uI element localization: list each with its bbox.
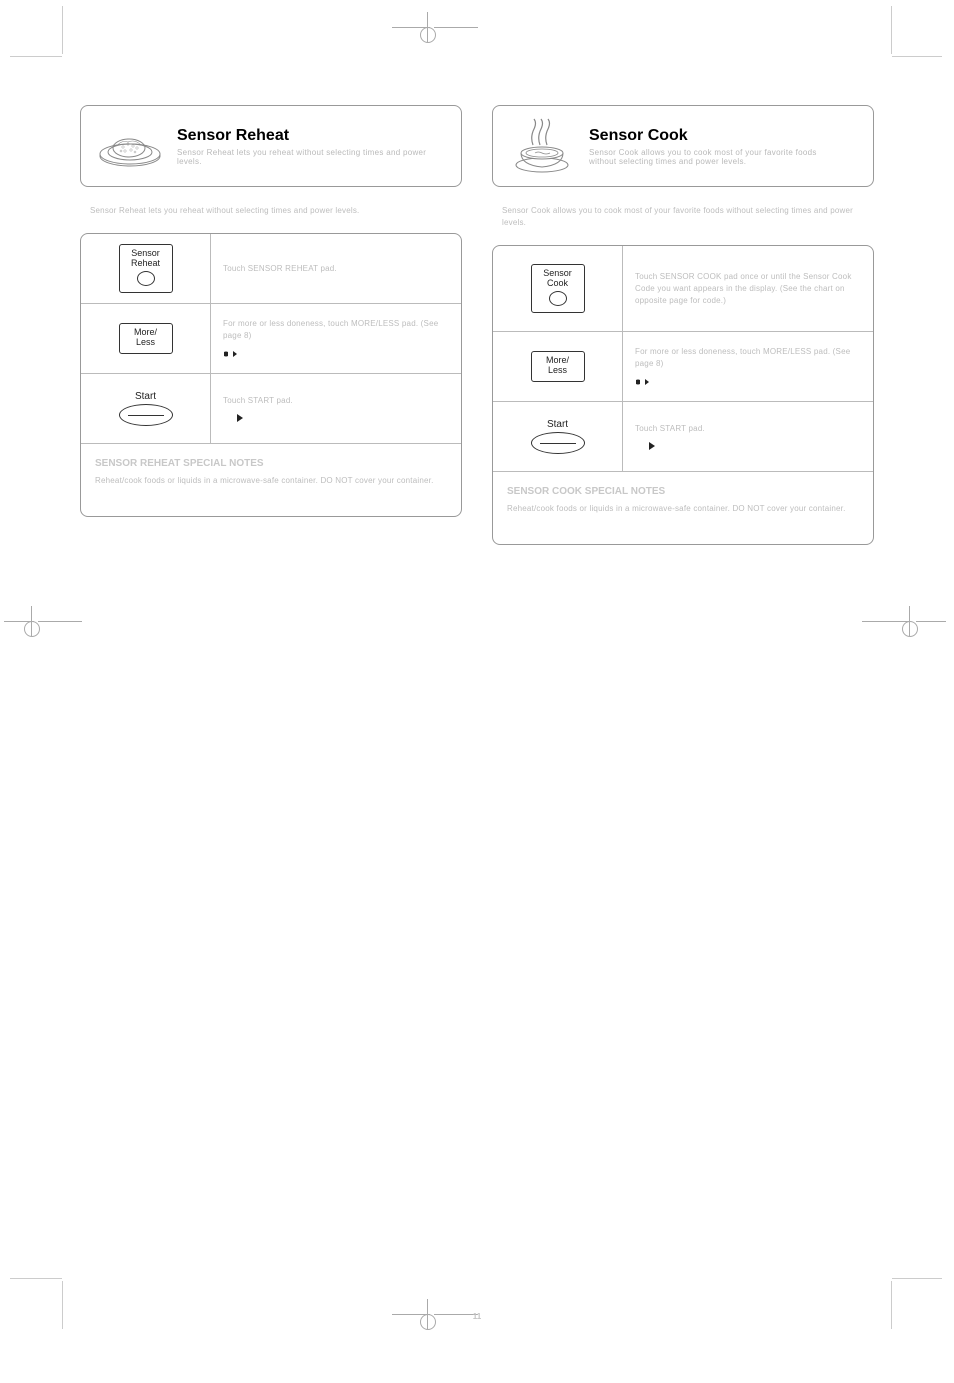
step-desc-cell: Touch SENSOR REHEAT pad. [211, 234, 461, 303]
button-label: Less [548, 366, 567, 376]
right-note: SENSOR COOK SPECIAL NOTES Reheat/cook fo… [493, 472, 873, 544]
right-steps: Sensor Cook Touch SENSOR COOK pad once o… [492, 245, 874, 545]
page-content: Sensor Reheat Sensor Reheat lets you reh… [0, 0, 954, 595]
right-subtitle: Sensor Cook allows you to cook most of y… [589, 148, 829, 166]
right-column: Sensor Cook Sensor Cook allows you to co… [492, 105, 874, 545]
left-intro: Sensor Reheat lets you reheat without se… [80, 205, 462, 217]
more-less-button-graphic: More/ Less [119, 323, 173, 355]
step-desc: Touch SENSOR REHEAT pad. [223, 263, 449, 275]
sensor-reheat-header: Sensor Reheat Sensor Reheat lets you reh… [80, 105, 462, 187]
start-oval-icon [531, 432, 585, 454]
left-subtitle: Sensor Reheat lets you reheat without se… [177, 148, 447, 166]
sensor-cook-button: Sensor Cook [493, 246, 623, 331]
left-column: Sensor Reheat Sensor Reheat lets you reh… [80, 105, 462, 545]
step-row: Start Touch START pad. [493, 402, 873, 472]
start-oval-icon [119, 404, 173, 426]
start-button-graphic: Start [531, 419, 585, 454]
plate-food-icon [95, 115, 165, 177]
step-row: Sensor Reheat Touch SENSOR REHEAT pad. [81, 234, 461, 304]
button-label: Start [547, 419, 568, 430]
right-title: Sensor Cook [589, 127, 829, 145]
button-label: Cook [547, 279, 568, 289]
step-desc: For more or less doneness, touch MORE/LE… [223, 318, 449, 342]
step-desc-cell: For more or less doneness, touch MORE/LE… [623, 332, 873, 401]
start-button: Start [493, 402, 623, 471]
sensor-reheat-button: Sensor Reheat [81, 234, 211, 303]
button-label: Reheat [131, 259, 160, 269]
more-less-button-graphic: More/ Less [531, 351, 585, 383]
more-less-button: More/ Less [81, 304, 211, 373]
button-circle-icon [137, 271, 155, 286]
button-label: Less [136, 338, 155, 348]
step-desc-cell: For more or less doneness, touch MORE/LE… [211, 304, 461, 373]
step-desc: Touch SENSOR COOK pad once or until the … [635, 271, 861, 307]
step-desc: Touch START pad. [635, 423, 861, 435]
note-title: SENSOR COOK SPECIAL NOTES [507, 486, 859, 497]
pointing-hand-icon [635, 376, 653, 388]
step-row: Start Touch START pad. [81, 374, 461, 444]
step-desc: For more or less doneness, touch MORE/LE… [635, 346, 861, 370]
left-note: SENSOR REHEAT SPECIAL NOTES Reheat/cook … [81, 444, 461, 516]
pointing-hand-icon [223, 348, 241, 360]
button-circle-icon [549, 291, 567, 306]
sensor-cook-header: Sensor Cook Sensor Cook allows you to co… [492, 105, 874, 187]
note-body: Reheat/cook foods or liquids in a microw… [507, 503, 859, 515]
header-text-wrap: Sensor Cook Sensor Cook allows you to co… [589, 127, 829, 166]
step-desc-cell: Touch SENSOR COOK pad once or until the … [623, 246, 873, 331]
sensor-reheat-button-graphic: Sensor Reheat [119, 244, 173, 293]
arrow-right-icon [635, 441, 655, 451]
left-title: Sensor Reheat [177, 127, 447, 145]
step-desc-cell: Touch START pad. [211, 374, 461, 443]
step-desc-cell: Touch START pad. [623, 402, 873, 471]
start-button: Start [81, 374, 211, 443]
page-number: 11 [0, 1312, 954, 1321]
button-label: Start [135, 391, 156, 402]
step-row: Sensor Cook Touch SENSOR COOK pad once o… [493, 246, 873, 332]
note-title: SENSOR REHEAT SPECIAL NOTES [95, 458, 447, 469]
left-steps: Sensor Reheat Touch SENSOR REHEAT pad. M… [80, 233, 462, 517]
step-desc: Touch START pad. [223, 395, 449, 407]
sensor-cook-button-graphic: Sensor Cook [531, 264, 585, 313]
step-row: More/ Less For more or less doneness, to… [493, 332, 873, 402]
arrow-right-icon [223, 413, 243, 423]
hot-bowl-icon [507, 115, 577, 177]
more-less-button: More/ Less [493, 332, 623, 401]
header-text-wrap: Sensor Reheat Sensor Reheat lets you reh… [177, 127, 447, 166]
right-intro: Sensor Cook allows you to cook most of y… [492, 205, 874, 229]
start-button-graphic: Start [119, 391, 173, 426]
step-row: More/ Less For more or less doneness, to… [81, 304, 461, 374]
note-body: Reheat/cook foods or liquids in a microw… [95, 475, 447, 487]
